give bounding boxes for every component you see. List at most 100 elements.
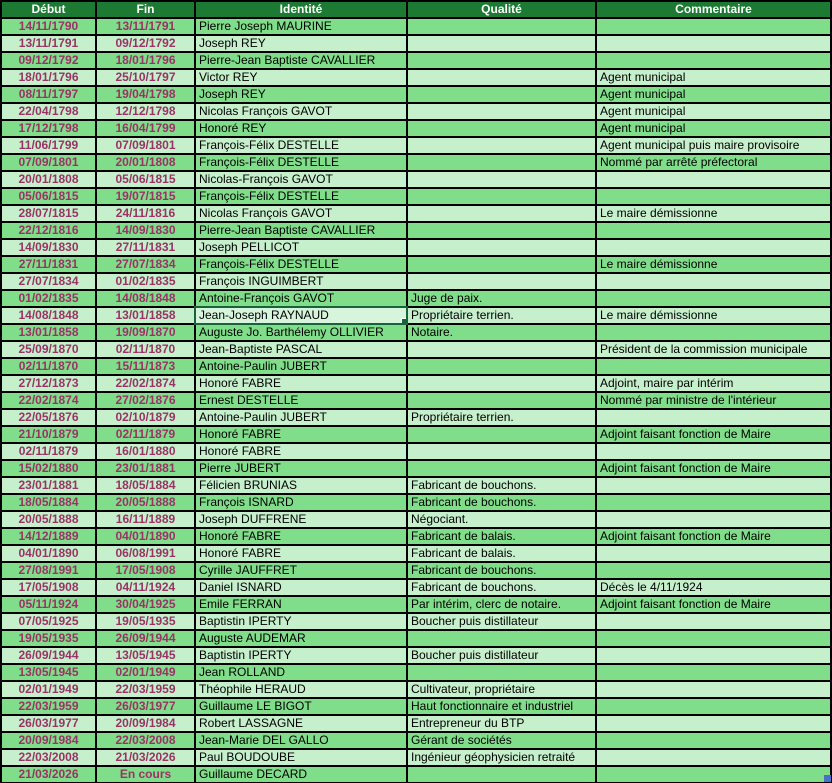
cell-debut[interactable]: 28/07/1815: [2, 206, 95, 221]
cell-qualite[interactable]: Fabricant de bouchons.: [408, 563, 595, 578]
cell-identite[interactable]: Honoré REY: [196, 121, 406, 136]
cell-debut[interactable]: 20/01/1808: [2, 172, 95, 187]
cell-commentaire[interactable]: Le maire démissionne: [597, 308, 830, 323]
cell-commentaire[interactable]: Agent municipal: [597, 104, 830, 119]
cell-debut[interactable]: 18/05/1884: [2, 495, 95, 510]
cell-identite[interactable]: Félicien BRUNIAS: [196, 478, 406, 493]
cell-identite[interactable]: François-Félix DESTELLE: [196, 189, 406, 204]
cell-identite[interactable]: Joseph PELLICOT: [196, 240, 406, 255]
cell-identite[interactable]: Pierre Joseph MAURINE: [196, 19, 406, 34]
cell-debut[interactable]: 08/11/1797: [2, 87, 95, 102]
cell-identite[interactable]: Jean-Baptiste PASCAL: [196, 342, 406, 357]
cell-qualite[interactable]: [408, 376, 595, 391]
cell-fin[interactable]: 27/11/1831: [97, 240, 194, 255]
cell-identite[interactable]: Pierre-Jean Baptiste CAVALLIER: [196, 53, 406, 68]
cell-fin[interactable]: 16/04/1799: [97, 121, 194, 136]
cell-fin[interactable]: 18/05/1884: [97, 478, 194, 493]
cell-identite[interactable]: Daniel ISNARD: [196, 580, 406, 595]
cell-fin[interactable]: 05/06/1815: [97, 172, 194, 187]
cell-commentaire[interactable]: Nommé par ministre de l'intérieur: [597, 393, 830, 408]
cell-commentaire[interactable]: [597, 359, 830, 374]
cell-fin[interactable]: 22/03/2008: [97, 733, 194, 748]
cell-debut[interactable]: 13/05/1945: [2, 665, 95, 680]
cell-identite[interactable]: Honoré FABRE: [196, 376, 406, 391]
cell-fin[interactable]: 25/10/1797: [97, 70, 194, 85]
cell-qualite[interactable]: [408, 631, 595, 646]
cell-qualite[interactable]: Haut fonctionnaire et industriel: [408, 699, 595, 714]
cell-fin[interactable]: 26/03/1977: [97, 699, 194, 714]
cell-identite[interactable]: François ISNARD: [196, 495, 406, 510]
cell-qualite[interactable]: Boucher puis distillateur: [408, 648, 595, 663]
cell-fin[interactable]: 30/04/1925: [97, 597, 194, 612]
cell-debut[interactable]: 02/11/1879: [2, 444, 95, 459]
cell-qualite[interactable]: [408, 342, 595, 357]
cell-identite[interactable]: Guillaume DECARD: [196, 767, 406, 782]
cell-qualite[interactable]: [408, 257, 595, 272]
cell-qualite[interactable]: [408, 138, 595, 153]
cell-debut[interactable]: 22/12/1816: [2, 223, 95, 238]
cell-debut[interactable]: 14/08/1848: [2, 308, 95, 323]
cell-fin[interactable]: 20/01/1808: [97, 155, 194, 170]
cell-commentaire[interactable]: [597, 750, 830, 765]
cell-commentaire[interactable]: Le maire démissionne: [597, 206, 830, 221]
cell-identite[interactable]: Pierre JUBERT: [196, 461, 406, 476]
cell-qualite[interactable]: [408, 104, 595, 119]
cell-fin[interactable]: 21/03/2026: [97, 750, 194, 765]
cell-commentaire[interactable]: Nommé par arrêté préfectoral: [597, 155, 830, 170]
cell-qualite[interactable]: Juge de paix.: [408, 291, 595, 306]
cell-debut[interactable]: 05/11/1924: [2, 597, 95, 612]
cell-debut[interactable]: 14/09/1830: [2, 240, 95, 255]
cell-qualite[interactable]: [408, 444, 595, 459]
cell-qualite[interactable]: [408, 665, 595, 680]
cell-debut[interactable]: 22/04/1798: [2, 104, 95, 119]
cell-debut[interactable]: 07/09/1801: [2, 155, 95, 170]
cell-identite[interactable]: Auguste Jo. Barthélemy OLLIVIER: [196, 325, 406, 340]
cell-commentaire[interactable]: [597, 512, 830, 527]
cell-fin[interactable]: 19/04/1798: [97, 87, 194, 102]
column-header-fin[interactable]: Fin: [97, 2, 194, 17]
cell-fin[interactable]: 04/11/1924: [97, 580, 194, 595]
cell-identite[interactable]: Baptistin IPERTY: [196, 614, 406, 629]
column-header-identite[interactable]: Identité: [196, 2, 406, 17]
cell-debut[interactable]: 14/12/1889: [2, 529, 95, 544]
cell-fin[interactable]: 02/11/1879: [97, 427, 194, 442]
cell-qualite[interactable]: [408, 172, 595, 187]
cell-commentaire[interactable]: [597, 36, 830, 51]
cell-identite[interactable]: François-Félix DESTELLE: [196, 138, 406, 153]
cell-commentaire[interactable]: [597, 19, 830, 34]
cell-qualite[interactable]: Notaire.: [408, 325, 595, 340]
cell-fin[interactable]: 23/01/1881: [97, 461, 194, 476]
cell-commentaire[interactable]: [597, 733, 830, 748]
cell-qualite[interactable]: [408, 274, 595, 289]
cell-qualite[interactable]: [408, 206, 595, 221]
cell-commentaire[interactable]: [597, 478, 830, 493]
cell-fin[interactable]: 07/09/1801: [97, 138, 194, 153]
cell-fin[interactable]: 02/10/1879: [97, 410, 194, 425]
cell-fin[interactable]: 09/12/1792: [97, 36, 194, 51]
cell-fin[interactable]: 02/01/1949: [97, 665, 194, 680]
cell-identite[interactable]: Guillaume LE BIGOT: [196, 699, 406, 714]
cell-debut[interactable]: 27/11/1831: [2, 257, 95, 272]
column-header-debut[interactable]: Début: [2, 2, 95, 17]
cell-debut[interactable]: 04/01/1890: [2, 546, 95, 561]
cell-qualite[interactable]: Boucher puis distillateur: [408, 614, 595, 629]
cell-fin[interactable]: 19/09/1870: [97, 325, 194, 340]
cell-identite[interactable]: Robert LASSAGNE: [196, 716, 406, 731]
cell-commentaire[interactable]: [597, 563, 830, 578]
cell-qualite[interactable]: [408, 87, 595, 102]
cell-fin[interactable]: 22/03/1959: [97, 682, 194, 697]
cell-fin[interactable]: 13/01/1858: [97, 308, 194, 323]
column-header-commentaire[interactable]: Commentaire: [597, 2, 830, 17]
cell-commentaire[interactable]: [597, 631, 830, 646]
cell-fin[interactable]: 20/09/1984: [97, 716, 194, 731]
cell-fin[interactable]: 04/01/1890: [97, 529, 194, 544]
cell-identite[interactable]: Baptistin IPERTY: [196, 648, 406, 663]
cell-qualite[interactable]: Négociant.: [408, 512, 595, 527]
cell-identite[interactable]: Jean ROLLAND: [196, 665, 406, 680]
cell-qualite[interactable]: Fabricant de balais.: [408, 546, 595, 561]
cell-debut[interactable]: 01/02/1835: [2, 291, 95, 306]
cell-commentaire[interactable]: Le maire démissionne: [597, 257, 830, 272]
selected-cell-identite[interactable]: Jean-Joseph RAYNAUD: [194, 306, 408, 325]
cell-identite[interactable]: Honoré FABRE: [196, 546, 406, 561]
cell-identite[interactable]: Joseph DUFFRENE: [196, 512, 406, 527]
